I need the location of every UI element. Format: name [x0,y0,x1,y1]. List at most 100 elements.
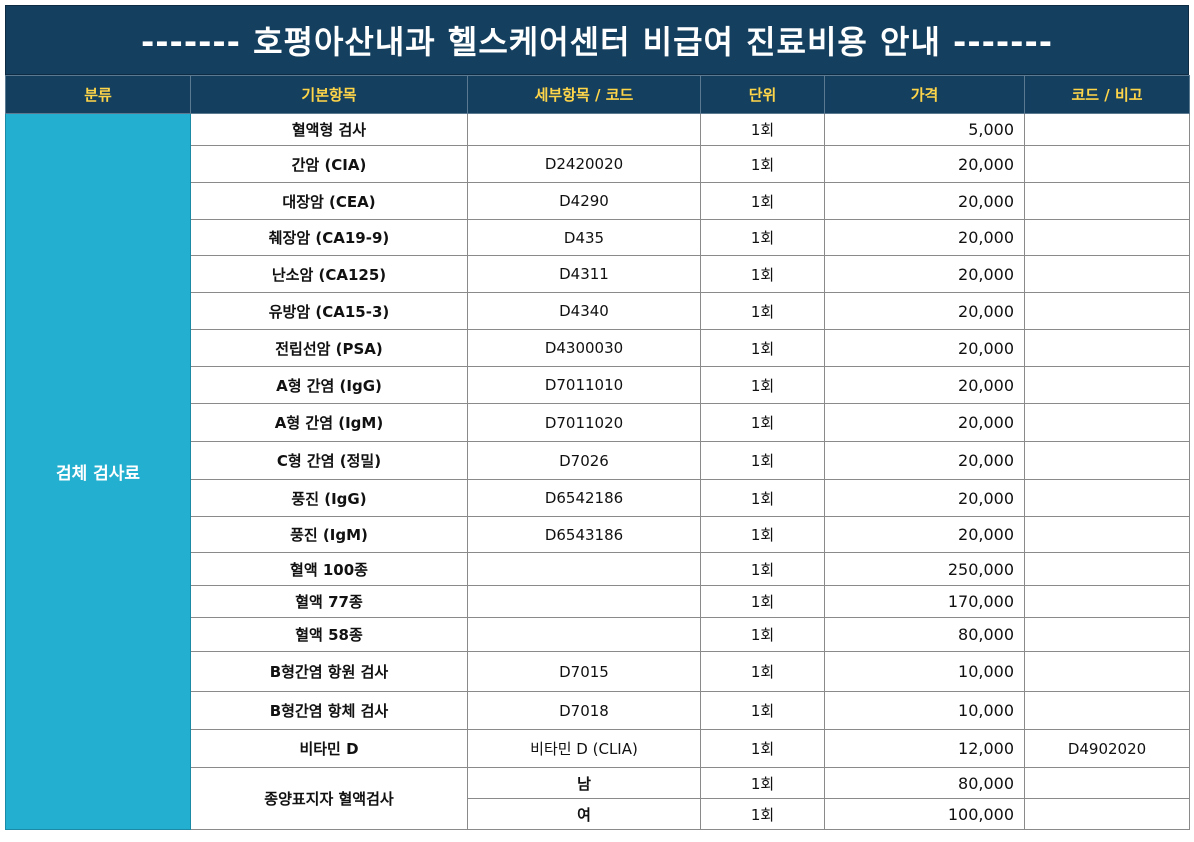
note-cell [1024,552,1190,586]
detail-code-cell: D7018 [467,691,701,730]
col-header-note: 코드 / 비고 [1024,75,1190,114]
table-row: 혈액 77종 1회 170,000 [6,585,1190,618]
detail-code-cell: D4311 [467,255,701,293]
table-row: 풍진 (IgM) D6543186 1회 20,000 [6,516,1190,553]
detail-code-cell: D7011010 [467,366,701,404]
price-cell: 20,000 [824,145,1025,183]
price-cell: 20,000 [824,403,1025,442]
detail-code-cell: D7015 [467,651,701,692]
unit-cell: 1회 [700,516,825,553]
table-row: A형 간염 (IgM) D7011020 1회 20,000 [6,403,1190,442]
item-name-cell: C형 간염 (정밀) [190,441,468,480]
item-name-cell: 비타민 D [190,729,468,768]
unit-cell: 1회 [700,113,825,146]
table-row: C형 간염 (정밀) D7026 1회 20,000 [6,441,1190,480]
detail-code-cell: D7026 [467,441,701,480]
item-name-cell: 혈액 77종 [190,585,468,618]
item-name-cell: 간암 (CIA) [190,145,468,183]
note-cell [1024,292,1190,330]
price-sheet: ------- 호평아산내과 헬스케어센터 비급여 진료비용 안내 ------… [5,5,1190,830]
detail-code-cell: 여 [467,798,701,830]
unit-cell: 1회 [700,617,825,652]
unit-cell: 1회 [700,366,825,404]
note-cell [1024,329,1190,367]
unit-cell: 1회 [700,219,825,256]
detail-code-cell [467,552,701,586]
table-row: 검체 검사료 혈액형 검사 1회 5,000 [5,113,1190,830]
col-header-detail: 세부항목 / 코드 [467,75,701,114]
detail-code-cell: D6542186 [467,479,701,517]
item-name-cell: A형 간염 (IgG) [190,366,468,404]
table-row: B형간염 항원 검사 D7015 1회 10,000 [6,651,1190,692]
item-name-cell: 대장암 (CEA) [190,182,468,220]
detail-code-cell: D4340 [467,292,701,330]
note-cell [1024,651,1190,692]
detail-code-cell: 비타민 D (CLIA) [467,729,701,768]
table-row: 여 1회 100,000 [6,798,1190,830]
table-row: 간암 (CIA) D2420020 1회 20,000 [6,145,1190,183]
col-header-unit: 단위 [700,75,825,114]
table-row: 비타민 D 비타민 D (CLIA) 1회 12,000 D4902020 [6,729,1190,768]
note-cell [1024,145,1190,183]
page-title: ------- 호평아산내과 헬스케어센터 비급여 진료비용 안내 ------… [5,5,1189,75]
item-name-cell: 췌장암 (CA19-9) [190,219,468,256]
col-header-item: 기본항목 [190,75,468,114]
table-row: 난소암 (CA125) D4311 1회 20,000 [6,255,1190,293]
detail-code-cell [467,585,701,618]
detail-code-cell: D435 [467,219,701,256]
note-cell [1024,403,1190,442]
price-cell: 20,000 [824,219,1025,256]
note-cell: D4902020 [1024,729,1190,768]
note-cell [1024,585,1190,618]
price-cell: 20,000 [824,441,1025,480]
price-cell: 10,000 [824,651,1025,692]
unit-cell: 1회 [700,441,825,480]
item-name-cell: 풍진 (IgG) [190,479,468,517]
unit-cell: 1회 [700,479,825,517]
unit-cell: 1회 [700,651,825,692]
unit-cell: 1회 [700,329,825,367]
unit-cell: 1회 [700,552,825,586]
detail-code-cell: D4290 [467,182,701,220]
table-row: 혈액 100종 1회 250,000 [6,552,1190,586]
note-cell [1024,479,1190,517]
note-cell [1024,255,1190,293]
unit-cell: 1회 [700,403,825,442]
price-cell: 20,000 [824,479,1025,517]
price-cell: 12,000 [824,729,1025,768]
item-name-cell: A형 간염 (IgM) [190,403,468,442]
price-cell: 80,000 [824,617,1025,652]
note-cell [1024,366,1190,404]
detail-code-cell: D4300030 [467,329,701,367]
item-name-cell: 혈액형 검사 [190,113,468,146]
price-cell: 100,000 [824,798,1025,830]
category-cell: 검체 검사료 [5,113,191,830]
price-cell: 250,000 [824,552,1025,586]
price-cell: 20,000 [824,366,1025,404]
unit-cell: 1회 [700,292,825,330]
unit-cell: 1회 [700,691,825,730]
table-row: 종양표지자 혈액검사 남 1회 80,000 [6,767,1190,830]
unit-cell: 1회 [700,145,825,183]
detail-code-cell: D6543186 [467,516,701,553]
detail-code-cell [467,113,701,146]
table-body: 검체 검사료 혈액형 검사 1회 5,000 간암 (CIA) D2420020 1회 20,… [5,113,1190,830]
table-row: B형간염 항체 검사 D7018 1회 10,000 [6,691,1190,730]
table-row: 혈액 58종 1회 80,000 [6,617,1190,652]
item-name-cell: 혈액 58종 [190,617,468,652]
price-cell: 20,000 [824,292,1025,330]
header-row: 분류 기본항목 세부항목 / 코드 단위 가격 코드 / 비고 [5,75,1190,114]
unit-cell: 1회 [700,767,825,799]
note-cell [1024,617,1190,652]
item-name-cell: 풍진 (IgM) [190,516,468,553]
price-cell: 80,000 [824,767,1025,799]
price-cell: 20,000 [824,516,1025,553]
col-header-price: 가격 [824,75,1025,114]
table-row: 대장암 (CEA) D4290 1회 20,000 [6,182,1190,220]
note-cell [1024,691,1190,730]
note-cell [1024,182,1190,220]
table-row: 유방암 (CA15-3) D4340 1회 20,000 [6,292,1190,330]
item-name-cell: 혈액 100종 [190,552,468,586]
price-cell: 170,000 [824,585,1025,618]
price-cell: 20,000 [824,182,1025,220]
